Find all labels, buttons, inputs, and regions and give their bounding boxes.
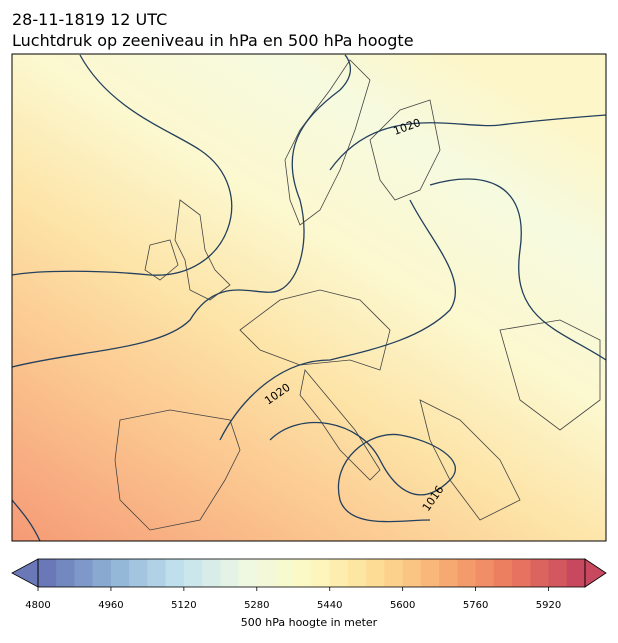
colorbar-band — [548, 559, 568, 587]
colorbar-band — [256, 559, 276, 587]
colorbar-band — [238, 559, 258, 587]
colorbar-band — [475, 559, 495, 587]
colorbar-band — [165, 559, 185, 587]
colorbar-band — [129, 559, 148, 587]
colorbar-frame — [37, 558, 586, 588]
colorbar-band — [38, 559, 57, 587]
colorbar-band — [329, 559, 349, 587]
colorbar-band — [566, 559, 586, 587]
colorbar-tick-label: 5920 — [536, 600, 561, 611]
colorbar-tick-label: 5760 — [463, 600, 488, 611]
map: 1020 1020 1016 — [12, 54, 606, 541]
map-background — [12, 54, 606, 541]
colorbar-band — [384, 559, 404, 587]
colorbar-extend-high — [584, 558, 607, 588]
colorbar-tick-label: 5600 — [390, 600, 415, 611]
colorbar-tick-label: 5280 — [244, 600, 269, 611]
colorbar-band — [512, 559, 531, 587]
colorbar-band — [220, 559, 240, 587]
subtitle: Luchtdruk op zeeniveau in hPa en 500 hPa… — [12, 31, 414, 50]
colorbar-band — [92, 559, 112, 587]
colorbar-band — [275, 559, 294, 587]
title: 28-11-1819 12 UTC — [12, 10, 167, 29]
colorbar-tick-label: 4960 — [98, 600, 123, 611]
map-frame — [11, 53, 607, 542]
colorbar-label: 500 hPa hoogte in meter — [241, 616, 378, 629]
colorbar-band — [202, 559, 221, 587]
colorbar-band — [493, 559, 513, 587]
colorbar-band — [439, 559, 458, 587]
colorbar-band — [74, 559, 94, 587]
colorbar-band — [311, 559, 331, 587]
colorbar-band — [110, 559, 130, 587]
colorbar-band — [420, 559, 440, 587]
colorbar-tick-label: 4800 — [25, 600, 50, 611]
coastlines — [114, 59, 601, 531]
colorbar-band — [402, 559, 422, 587]
colorbar-band — [56, 559, 75, 587]
colorbar-band — [183, 559, 203, 587]
colorbar-band — [347, 559, 367, 587]
colorbar-band — [530, 559, 550, 587]
isobars — [12, 54, 606, 541]
colorbar-band — [366, 559, 385, 587]
colorbar-extend-low — [11, 558, 39, 588]
colorbar-tick-label: 5440 — [317, 600, 342, 611]
colorbar-band — [147, 559, 167, 587]
colorbar-tick-label: 5120 — [171, 600, 196, 611]
colorbar-band — [457, 559, 477, 587]
colorbar-band — [293, 559, 312, 587]
